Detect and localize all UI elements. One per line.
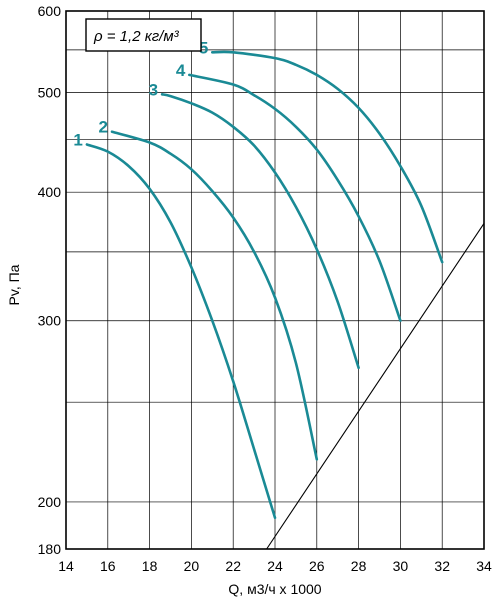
x-tick-label: 26 bbox=[309, 558, 325, 574]
x-tick-label: 14 bbox=[58, 558, 74, 574]
fan-curve-4 bbox=[188, 73, 402, 322]
fan-curve-5 bbox=[211, 50, 444, 264]
x-tick-label: 30 bbox=[393, 558, 409, 574]
fan-curve-label: 5 bbox=[199, 38, 208, 57]
x-tick-label: 20 bbox=[184, 558, 200, 574]
annotation-text: ρ = 1,2 кг/м³ bbox=[93, 28, 180, 45]
plot-frame bbox=[65, 10, 485, 550]
system-characteristic-line bbox=[266, 223, 485, 550]
fan-curve-label: 2 bbox=[99, 118, 108, 137]
fan-curve-label: 3 bbox=[149, 80, 158, 99]
x-axis-label: Q, м3/ч x 1000 bbox=[228, 581, 321, 597]
y-tick-label: 200 bbox=[38, 494, 62, 510]
y-axis-label: Pv, Па bbox=[6, 264, 22, 305]
x-tick-label: 28 bbox=[351, 558, 367, 574]
fan-curve-3 bbox=[160, 93, 360, 370]
x-tick-label: 22 bbox=[225, 558, 241, 574]
x-tick-label: 16 bbox=[100, 558, 116, 574]
curves: 12 345 bbox=[73, 38, 485, 550]
fan-curve-2 bbox=[110, 130, 319, 461]
y-tick-label: 500 bbox=[38, 84, 62, 100]
density-annotation: ρ = 1,2 кг/м³ bbox=[85, 18, 202, 52]
x-tick-label: 18 bbox=[142, 558, 158, 574]
x-tick-label: 34 bbox=[476, 558, 492, 574]
y-tick-label: 600 bbox=[38, 3, 62, 19]
fan-curve-label: 1 bbox=[73, 131, 82, 150]
fan-curve-label: 4 bbox=[176, 61, 186, 80]
x-tick-label: 32 bbox=[434, 558, 450, 574]
annotation-box bbox=[85, 18, 202, 52]
x-tick-label: 24 bbox=[267, 558, 283, 574]
y-tick-label: 300 bbox=[38, 313, 62, 329]
fan-curve-1 bbox=[85, 143, 277, 520]
y-tick-label: 180 bbox=[38, 541, 62, 557]
y-tick-label: 400 bbox=[38, 184, 62, 200]
